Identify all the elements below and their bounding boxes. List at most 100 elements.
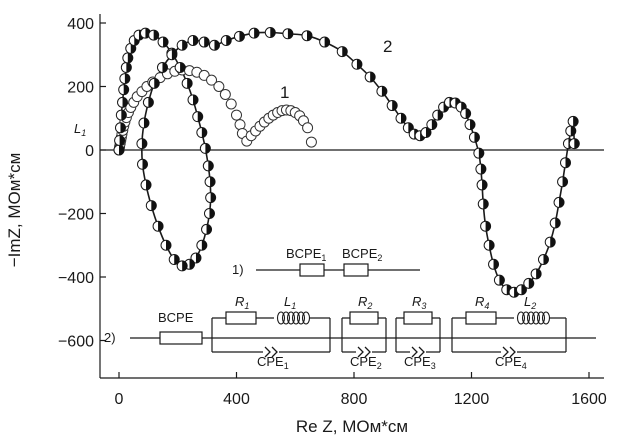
point-fill — [392, 100, 398, 111]
inductor-coil-loop — [516, 311, 526, 325]
cpe-label-sub: 2 — [377, 361, 382, 371]
equivalent-circuit-1: 1) BCPE1 BCPE2 — [232, 246, 420, 277]
point-fill — [483, 198, 489, 209]
series-2-point — [476, 179, 488, 191]
point-fill — [127, 52, 133, 63]
cpe-label: CPE2 — [350, 354, 382, 371]
resistor-label-sub: 4 — [484, 301, 489, 311]
series-2-point — [455, 101, 467, 113]
series-2-point — [115, 109, 127, 121]
inductor-coil-loop — [291, 311, 301, 325]
series-2-point — [282, 28, 294, 40]
series-1-point — [219, 88, 231, 100]
point-fill — [124, 73, 130, 84]
resistor-label: R2 — [358, 294, 372, 311]
circuit-2-bcpe-box — [159, 331, 203, 345]
resistor-box — [349, 311, 379, 325]
point-fill — [119, 145, 124, 155]
point-fill — [205, 143, 211, 154]
series-2-point — [196, 239, 208, 251]
series-2-point — [156, 61, 168, 73]
series-2-point — [157, 36, 169, 48]
series-2-point — [473, 147, 485, 159]
circuit-1-bcpe2-box — [343, 263, 369, 277]
series-2-point — [523, 277, 535, 289]
x-axis-title: Re Z, МОм*см — [296, 417, 408, 436]
resistor-label-sub: 2 — [366, 301, 372, 311]
point-fill — [197, 111, 203, 122]
series-2-point — [148, 29, 160, 41]
circuit-1-label: 1) — [232, 262, 244, 277]
point-fill — [126, 62, 132, 73]
x-tick-label: 1600 — [571, 391, 607, 408]
series-2-point — [174, 61, 186, 73]
circuit-2-blocks: R1 L1 CPE1 R2 CPE2 R3 CPE3 R4 L2 CPE4 — [211, 294, 567, 371]
series-2-point — [488, 258, 500, 270]
inductor-coil-loop — [286, 311, 296, 325]
series-2-point — [201, 223, 213, 235]
series-2-point — [468, 131, 480, 143]
cpe-label: CPE4 — [495, 354, 527, 371]
series-2-point — [114, 122, 126, 134]
series-2-point — [138, 117, 150, 129]
series-2-point — [118, 84, 130, 96]
point-fill — [201, 127, 207, 138]
resistor-box — [465, 311, 497, 325]
point-fill — [480, 164, 486, 175]
cpe-label-sub: 1 — [284, 361, 289, 371]
point-fill — [210, 176, 216, 187]
series-1-point — [213, 81, 225, 92]
inductor-coil-loop — [296, 311, 306, 325]
point-fill — [208, 160, 214, 171]
point-fill — [482, 179, 488, 190]
series-2-point — [544, 236, 556, 248]
inductor-label: L2 — [524, 294, 536, 311]
point-fill — [485, 221, 491, 232]
point-fill — [148, 97, 154, 108]
inductor-label-sub: 2 — [530, 301, 536, 311]
point-fill — [562, 176, 568, 187]
point-fill — [573, 116, 579, 127]
point-fill — [307, 30, 312, 41]
point-fill — [154, 78, 160, 89]
point-fill — [489, 240, 495, 251]
inductor-coil-loop — [541, 311, 551, 325]
point-fill — [474, 132, 480, 143]
series-2-point — [181, 77, 193, 89]
series-2-point — [208, 39, 220, 51]
y-tick-label: −600 — [58, 334, 94, 351]
point-fill — [254, 28, 260, 39]
point-fill — [195, 252, 201, 263]
point-fill — [381, 86, 387, 97]
circuit-2-block-1: R1 L1 CPE1 — [211, 294, 331, 371]
series-2-point — [301, 30, 313, 42]
point-fill — [120, 122, 126, 133]
cpe-label-sub: 3 — [431, 361, 436, 371]
point-fill — [370, 71, 376, 82]
series-2-point — [160, 239, 172, 251]
resistor-box — [403, 311, 433, 325]
series-2-point — [530, 268, 542, 280]
point-fill — [153, 30, 159, 41]
point-fill — [437, 110, 443, 121]
series-2-point — [553, 196, 565, 208]
point-fill — [401, 113, 407, 124]
point-fill — [559, 197, 565, 208]
point-fill — [119, 135, 125, 146]
series-2-point — [196, 127, 208, 139]
series-2-point — [480, 220, 492, 232]
point-fill — [425, 127, 431, 138]
series-1-point — [206, 74, 218, 86]
series-2-point — [142, 96, 154, 108]
point-fill — [143, 118, 149, 129]
point-fill — [493, 259, 499, 270]
y-axis-ticks: −600 −400 −200 0 200 400 — [58, 16, 106, 351]
circuit-2-block-2: R2 CPE2 — [341, 294, 387, 371]
series-2-point — [477, 198, 489, 210]
circuit-1-bcpe2-label: BCPE2 — [342, 246, 382, 263]
series-2-point — [537, 254, 549, 266]
series-2-point — [176, 260, 188, 272]
series-2-point — [549, 217, 561, 229]
point-fill — [342, 46, 348, 57]
series-2-point — [460, 107, 472, 119]
